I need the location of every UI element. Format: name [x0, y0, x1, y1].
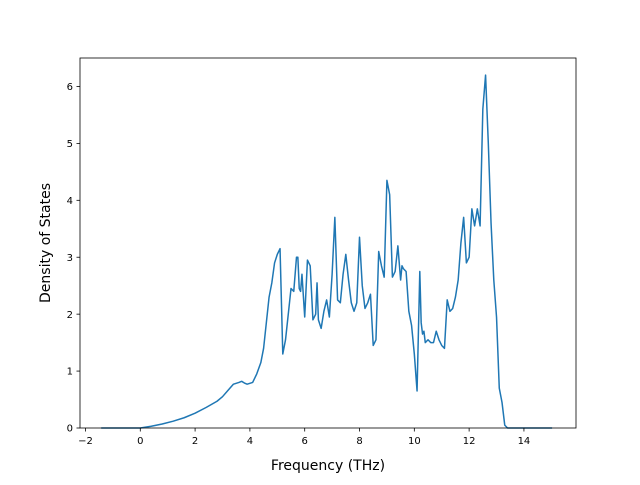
- x-axis-label: Frequency (THz): [271, 458, 385, 474]
- y-tick-label: 3: [67, 253, 73, 264]
- plot-frame: [79, 57, 577, 429]
- x-tick-label: −2: [78, 436, 93, 447]
- x-tick-label: 14: [518, 436, 531, 447]
- x-tick-label: 0: [137, 436, 143, 447]
- x-axis-ticks: −2 0 2 4 6 8 10 12 14: [78, 428, 530, 447]
- y-axis-ticks: 0 1 2 3 4 5 6: [67, 82, 80, 435]
- y-axis-label: Density of States: [38, 183, 54, 303]
- x-tick-label: 12: [463, 436, 476, 447]
- y-tick-label: 2: [67, 310, 73, 321]
- x-tick-label: 4: [247, 436, 253, 447]
- y-tick-label: 1: [67, 367, 73, 378]
- data-layer: [101, 74, 553, 429]
- plot-area: [80, 58, 576, 428]
- x-tick-label: 6: [302, 436, 308, 447]
- y-tick-label: 6: [67, 82, 73, 93]
- x-tick-label: 10: [408, 436, 421, 447]
- y-tick-label: 4: [67, 196, 73, 207]
- y-tick-label: 0: [67, 424, 73, 435]
- dos-series-line: [101, 74, 553, 429]
- x-tick-label: 8: [356, 436, 362, 447]
- y-tick-label: 5: [67, 139, 73, 150]
- x-tick-label: 2: [192, 436, 198, 447]
